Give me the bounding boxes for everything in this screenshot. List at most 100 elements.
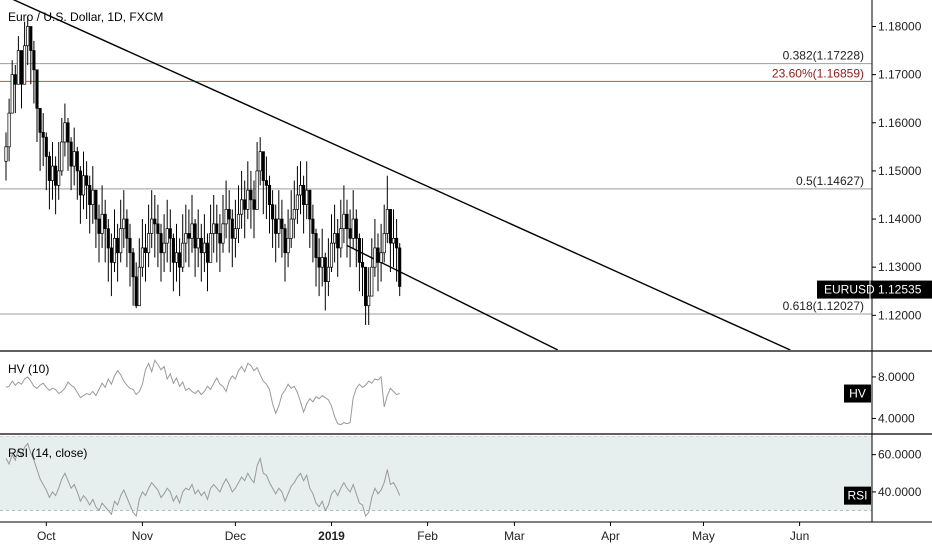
candle-body bbox=[178, 252, 182, 268]
hv-line bbox=[5, 359, 400, 426]
candle-body bbox=[50, 165, 55, 181]
candle-body bbox=[156, 223, 160, 234]
candle-body bbox=[140, 247, 144, 268]
candle-body bbox=[261, 151, 265, 181]
candle-body bbox=[187, 233, 191, 239]
candle-body bbox=[47, 156, 51, 181]
fib-label-1: 23.60%(1.16859) bbox=[772, 66, 864, 80]
candle-body bbox=[75, 151, 79, 172]
time-tick-label: Feb bbox=[417, 529, 438, 543]
candle-body bbox=[199, 237, 203, 254]
last-price-value: 1.12535 bbox=[878, 283, 922, 297]
candle-body bbox=[165, 228, 169, 244]
hv-tag bbox=[844, 384, 871, 403]
candle-body bbox=[360, 262, 365, 268]
time-tick-label: Jun bbox=[790, 529, 809, 543]
price-panel[interactable] bbox=[0, 0, 872, 350]
candle-body bbox=[54, 165, 58, 186]
fib-label-0: 0.382(1.17228) bbox=[783, 49, 864, 63]
rsi-band bbox=[0, 436, 872, 511]
candle-body bbox=[373, 247, 377, 268]
candle-body bbox=[295, 194, 299, 210]
fib-label-2: 0.5(1.14627) bbox=[796, 174, 864, 188]
candle-body bbox=[209, 233, 213, 263]
candle-body bbox=[230, 218, 234, 239]
candle-body bbox=[283, 228, 287, 254]
candle-body bbox=[41, 132, 45, 138]
trendline-lower[interactable] bbox=[346, 244, 559, 350]
candle-body bbox=[181, 242, 185, 268]
symbol-title: Euro / U.S. Dollar, 1D, FXCM bbox=[8, 10, 163, 24]
price-tick-label: 1.17000 bbox=[878, 68, 922, 82]
candle-body bbox=[100, 213, 104, 234]
candle-body bbox=[128, 237, 132, 254]
candle-body bbox=[109, 247, 113, 263]
candle-body bbox=[333, 233, 337, 244]
trendline-upper[interactable] bbox=[0, 0, 791, 350]
candle-body bbox=[147, 233, 151, 254]
candle-body bbox=[376, 247, 380, 263]
candle-body bbox=[308, 189, 312, 220]
candle-body bbox=[103, 213, 107, 230]
price-tick-label: 1.15000 bbox=[878, 164, 922, 178]
candle-body bbox=[264, 180, 268, 186]
candle-body bbox=[249, 189, 253, 201]
hv-panel[interactable] bbox=[5, 359, 400, 426]
candle-body bbox=[16, 50, 20, 85]
candle-body bbox=[13, 74, 17, 85]
candle-body bbox=[69, 141, 73, 167]
candle-body bbox=[227, 209, 231, 220]
candle-body bbox=[351, 218, 355, 239]
rsi-tag-text: RSI bbox=[847, 489, 867, 503]
candle-body bbox=[246, 189, 250, 210]
candle-body bbox=[63, 122, 67, 143]
candle-body bbox=[382, 233, 386, 254]
indicator-tick-label: 8.0000 bbox=[878, 370, 915, 384]
candle-body bbox=[236, 213, 241, 230]
candle-body bbox=[305, 189, 309, 205]
candle-body bbox=[329, 242, 334, 268]
candle-body bbox=[224, 209, 228, 225]
candle-body bbox=[252, 199, 256, 210]
candle-body bbox=[364, 266, 368, 307]
candle-body bbox=[29, 26, 33, 51]
candle-body bbox=[221, 223, 225, 244]
candle-body bbox=[193, 223, 197, 249]
candle-body bbox=[171, 237, 175, 263]
candle-body bbox=[370, 266, 374, 297]
candle-body bbox=[233, 228, 237, 239]
rsi-line bbox=[5, 442, 401, 518]
candle-body bbox=[289, 218, 293, 239]
candle-body bbox=[205, 242, 210, 263]
fib-label-3: 0.618(1.12027) bbox=[783, 299, 864, 313]
candle-body bbox=[336, 233, 340, 249]
candle-body bbox=[159, 233, 163, 254]
candle-body bbox=[243, 199, 247, 210]
candle-body bbox=[78, 170, 82, 196]
candle-body bbox=[398, 247, 402, 287]
rsi-panel[interactable] bbox=[0, 436, 872, 518]
time-tick-label: Nov bbox=[132, 529, 153, 543]
candle-body bbox=[35, 69, 39, 109]
price-tick-label: 1.14000 bbox=[878, 212, 922, 226]
candle-body bbox=[348, 228, 352, 239]
candle-body bbox=[395, 237, 399, 249]
candle-body bbox=[218, 233, 222, 244]
candle-body bbox=[267, 185, 272, 205]
candle-body bbox=[240, 199, 244, 215]
rsi-tag bbox=[844, 486, 871, 505]
candle-body bbox=[106, 228, 110, 249]
candle-body bbox=[326, 266, 330, 282]
candle-body bbox=[153, 218, 157, 225]
candle-body bbox=[116, 237, 120, 254]
candle-body bbox=[354, 218, 358, 239]
candle-body bbox=[345, 213, 349, 230]
candle-body bbox=[184, 233, 188, 244]
time-tick-label: Apr bbox=[601, 529, 620, 543]
candle-body bbox=[277, 218, 281, 234]
time-tick-label: Dec bbox=[225, 529, 246, 543]
indicator-tick-label: 60.0000 bbox=[878, 448, 922, 462]
candle-body bbox=[19, 50, 24, 85]
candle-body bbox=[97, 218, 101, 234]
candle-body bbox=[320, 257, 324, 268]
